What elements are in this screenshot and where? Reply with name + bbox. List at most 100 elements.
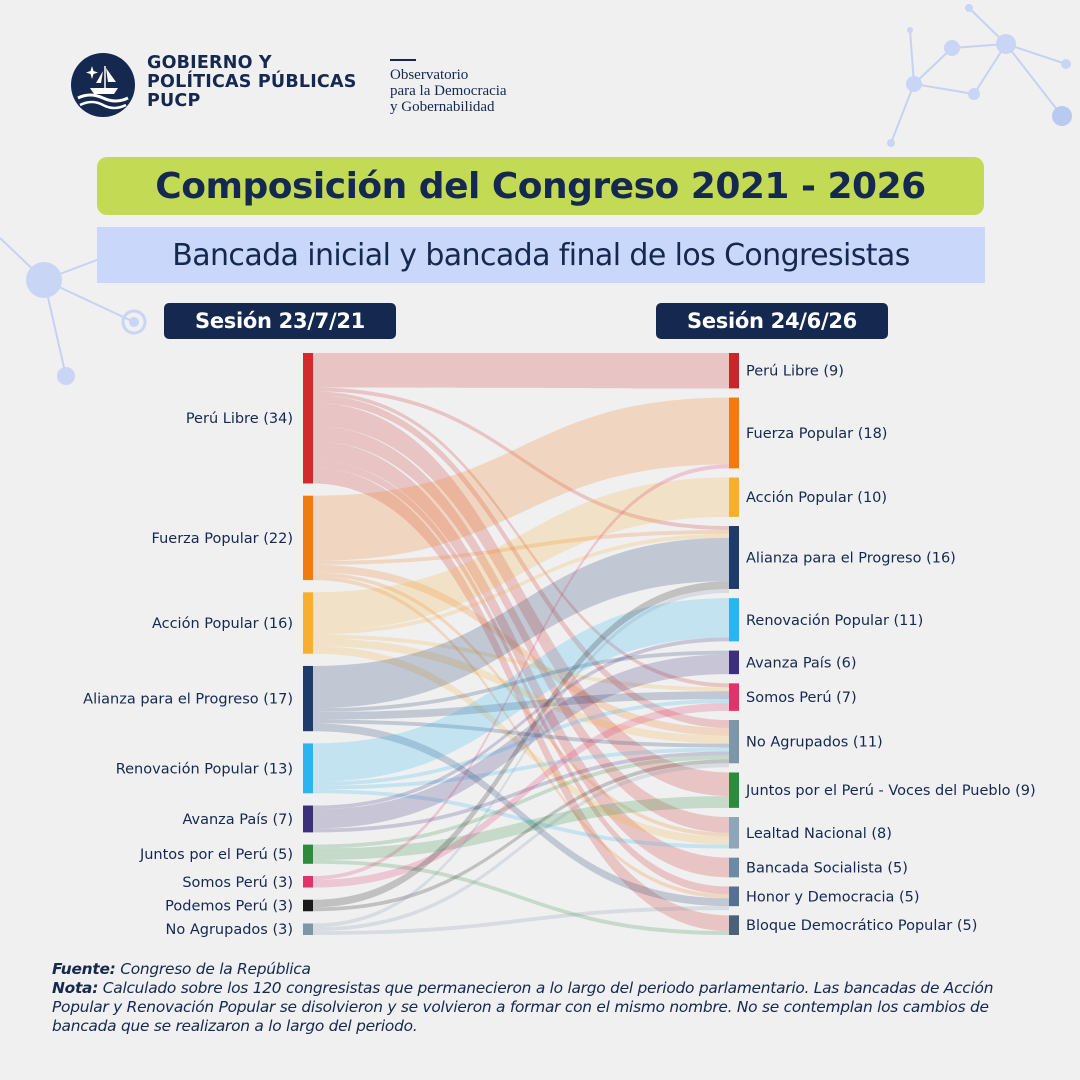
target-label-avanza-pais: Avanza País (6)	[746, 655, 857, 671]
target-node-renovacion-popular	[729, 598, 739, 642]
source-label: Fuente:	[52, 960, 116, 978]
target-node-no-agrupados	[729, 720, 739, 764]
ship-emblem-icon	[71, 53, 135, 117]
source-node-peru-libre	[303, 353, 313, 484]
flow-peru-libre-to-juntos-por-el-peru-voces-del-pueblo	[313, 402, 729, 797]
observatory-line: para la Democracia	[390, 83, 507, 99]
source-node-avanza-pais	[303, 805, 313, 833]
flow-fuerza-popular-to-no-agrupados	[313, 564, 729, 736]
brand-line: POLÍTICAS PÚBLICAS	[147, 72, 357, 92]
flow-peru-libre-to-alianza-para-el-progreso	[313, 387, 729, 530]
flow-podemos-peru-to-no-agrupados	[313, 759, 729, 912]
target-node-fuerza-popular	[729, 397, 739, 469]
brand-line: GOBIERNO Y	[147, 53, 272, 73]
flow-no-agrupados-to-alianza-para-el-progreso	[313, 588, 729, 928]
flow-no-agrupados-to-no-agrupados	[313, 763, 729, 932]
flow-somos-peru-to-fuerza-popular	[313, 464, 729, 880]
target-node-somos-peru	[729, 683, 739, 711]
source-node-juntos-por-el-peru	[303, 844, 313, 864]
flow-peru-libre-to-somos-peru	[313, 391, 729, 688]
flow-renovacion-popular-to-somos-peru	[313, 699, 729, 786]
source-label-accion-popular: Acción Popular (16)	[152, 616, 293, 632]
flow-alianza-para-el-progreso-to-alianza-para-el-progreso	[313, 537, 729, 709]
flow-renovacion-popular-to-no-agrupados	[313, 747, 729, 790]
target-node-lealtad-nacional	[729, 817, 739, 849]
source-node-no-agrupados	[303, 923, 313, 935]
page-subtitle: Bancada inicial y bancada final de los C…	[172, 237, 910, 273]
observatory-line: y Gobernabilidad	[390, 99, 495, 115]
sankey-labels: Perú Libre (34) Fuerza Popular (22) Acción…	[83, 364, 1036, 939]
flow-avanza-pais-to-avanza-pais	[313, 654, 729, 829]
target-node-juntos-por-el-peru-voces-del-pueblo	[729, 772, 739, 808]
source-node-somos-peru	[303, 876, 313, 888]
footer-notes: Fuente: Congreso de la República Nota: C…	[52, 960, 1042, 1036]
target-label-peru-libre: Perú Libre (9)	[746, 364, 844, 380]
source-label-somos-peru: Somos Perú (3)	[182, 875, 293, 891]
flow-renovacion-popular-to-lealtad-nacional	[313, 789, 729, 849]
target-label-lealtad-nacional: Lealtad Nacional (8)	[746, 826, 892, 842]
source-label-alianza-para-el-progreso: Alianza para el Progreso (17)	[83, 692, 293, 708]
session-right-badge: Sesión 24/6/26	[656, 303, 888, 339]
target-label-fuerza-popular: Fuerza Popular (18)	[746, 426, 887, 442]
brand-name: GOBIERNO Y POLÍTICAS PÚBLICAS PUCP	[147, 54, 357, 111]
target-node-honor-y-democracia	[729, 886, 739, 907]
flow-juntos-por-el-peru-to-no-agrupados	[313, 755, 729, 849]
target-label-bancada-socialista: Bancada Socialista (5)	[746, 861, 908, 877]
flow-renovacion-popular-to-renovacion-popular	[313, 598, 729, 782]
flow-alianza-para-el-progreso-to-somos-peru	[313, 691, 729, 720]
flow-accion-popular-to-accion-popular	[313, 477, 729, 631]
target-label-bloque-democratico-popular: Bloque Democrático Popular (5)	[746, 918, 977, 934]
flow-accion-popular-to-no-agrupados	[313, 638, 729, 744]
session-right-label: Sesión 24/6/26	[687, 309, 857, 333]
target-label-juntos-por-el-peru-voces-del-pueblo: Juntos por el Perú - Voces del Pueblo (9…	[745, 783, 1036, 799]
source-node-podemos-peru	[303, 899, 313, 912]
flow-peru-libre-to-bloque-democratico-popular	[313, 468, 729, 932]
source-label-no-agrupados: No Agrupados (3)	[166, 922, 293, 938]
source-text: Congreso de la República	[120, 960, 311, 978]
target-node-avanza-pais	[729, 650, 739, 675]
flow-peru-libre-to-no-agrupados	[313, 395, 729, 728]
brand-line: PUCP	[147, 91, 201, 111]
target-node-accion-popular	[729, 477, 739, 517]
flow-fuerza-popular-to-alianza-para-el-progreso	[313, 529, 729, 565]
flow-fuerza-popular-to-fuerza-popular	[313, 397, 729, 561]
source-node-fuerza-popular	[303, 495, 313, 581]
flow-accion-popular-to-lealtad-nacional	[313, 646, 729, 845]
target-label-somos-peru: Somos Perú (7)	[746, 690, 857, 706]
target-label-alianza-para-el-progreso: Alianza para el Progreso (16)	[746, 551, 956, 567]
target-label-no-agrupados: No Agrupados (11)	[746, 735, 883, 751]
target-label-honor-y-democracia: Honor y Democracia (5)	[746, 889, 920, 905]
source-label-podemos-peru: Podemos Perú (3)	[165, 899, 293, 915]
flow-avanza-pais-to-no-agrupados	[313, 751, 729, 833]
flow-peru-libre-to-bancada-socialista	[313, 441, 729, 878]
source-label-juntos-por-el-peru: Juntos por el Perú (5)	[139, 847, 293, 863]
subtitle-banner: Bancada inicial y bancada final de los C…	[97, 227, 985, 283]
flow-peru-libre-to-lealtad-nacional	[313, 425, 729, 833]
flow-avanza-pais-to-renovacion-popular	[313, 637, 729, 810]
sankey-links	[313, 353, 729, 935]
target-node-bloque-democratico-popular	[729, 915, 739, 935]
flow-no-agrupados-to-honor-y-democracia	[313, 906, 729, 935]
source-label-avanza-pais: Avanza País (7)	[182, 812, 293, 828]
source-node-alianza-para-el-progreso	[303, 665, 313, 732]
observatory-line: Observatorio	[390, 67, 469, 83]
source-line: Fuente: Congreso de la República	[52, 960, 1042, 979]
target-label-accion-popular: Acción Popular (10)	[746, 490, 887, 506]
session-left-label: Sesión 23/7/21	[195, 309, 365, 333]
title-banner: Composición del Congreso 2021 - 2026	[97, 157, 984, 215]
observatory-name: Observatorio para la Democracia y Gobern…	[390, 67, 507, 115]
target-node-peru-libre	[729, 353, 739, 389]
flow-accion-popular-to-alianza-para-el-progreso	[313, 533, 729, 635]
page-title: Composición del Congreso 2021 - 2026	[155, 165, 926, 207]
flow-fuerza-popular-to-honor-y-democracia	[313, 576, 729, 899]
source-label-renovacion-popular: Renovación Popular (13)	[116, 761, 293, 777]
source-label-fuerza-popular: Fuerza Popular (22)	[152, 531, 293, 547]
flow-alianza-para-el-progreso-to-honor-y-democracia	[313, 723, 729, 907]
note-label: Nota:	[52, 979, 99, 997]
note-text: Calculado sobre los 120 congresistas que…	[52, 979, 994, 1035]
target-node-alianza-para-el-progreso	[729, 526, 739, 589]
flow-juntos-por-el-peru-to-bloque-democratico-popular	[313, 859, 729, 935]
session-left-badge: Sesión 23/7/21	[164, 303, 396, 339]
